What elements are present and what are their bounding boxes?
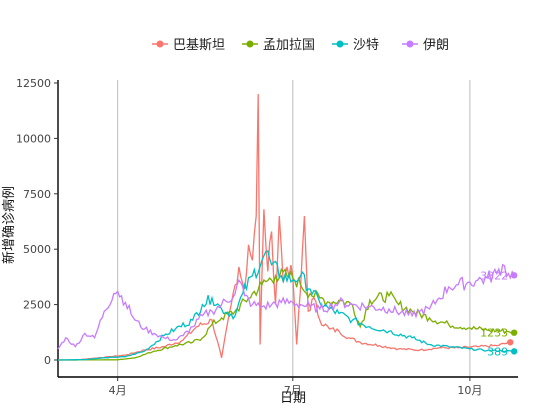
legend-key-point (406, 40, 414, 48)
series-line-2 (58, 250, 515, 361)
legend-label: 孟加拉国 (263, 38, 315, 53)
legend-key-point (336, 40, 344, 48)
x-axis-title: 日期 (280, 391, 306, 406)
series-line-3 (57, 263, 515, 350)
series-end-point-1 (510, 329, 518, 336)
legend-label: 伊朗 (423, 38, 449, 53)
series-line-0 (58, 94, 511, 361)
legend-item-1: 孟加拉国 (242, 38, 315, 53)
legend-item-3: 伊朗 (402, 38, 449, 53)
series-end-label-1: 1233 (480, 327, 508, 340)
x-tick-label: 4月 (109, 384, 127, 397)
series-end-point-3 (510, 272, 518, 279)
y-tick-label: 0 (44, 354, 51, 367)
series-end-point-2 (510, 348, 518, 355)
legend-item-2: 沙特 (332, 38, 379, 53)
x-tick-label: 7月 (284, 384, 302, 397)
series-end-label-3: 3822 (480, 269, 508, 282)
y-tick-label: 5000 (23, 243, 51, 256)
series-end-label-2: 389 (487, 345, 508, 358)
y-tick-label: 2500 (23, 299, 51, 312)
legend-key-point (156, 40, 164, 48)
y-tick-label: 12500 (16, 77, 51, 90)
axes: 0 2500 5000 7500 10000 12500 4月 7月 10月 (16, 77, 518, 397)
legend-item-0: 巴基斯坦 (152, 38, 225, 53)
y-tick-label: 7500 (23, 188, 51, 201)
y-axis-title: 新增确诊病例 (1, 186, 17, 264)
legend: 巴基斯坦 孟加拉国 沙特 伊朗 (152, 38, 449, 53)
legend-key-point (246, 40, 254, 48)
y-tick-label: 10000 (16, 132, 51, 145)
x-tick-label: 10月 (457, 384, 482, 397)
series-end-point-0 (507, 339, 514, 346)
series-layer (57, 94, 515, 361)
series-line-1 (58, 267, 515, 361)
end-labels: 1233 389 3822 (480, 269, 518, 358)
legend-label: 沙特 (353, 38, 379, 53)
legend-label: 巴基斯坦 (173, 38, 225, 53)
